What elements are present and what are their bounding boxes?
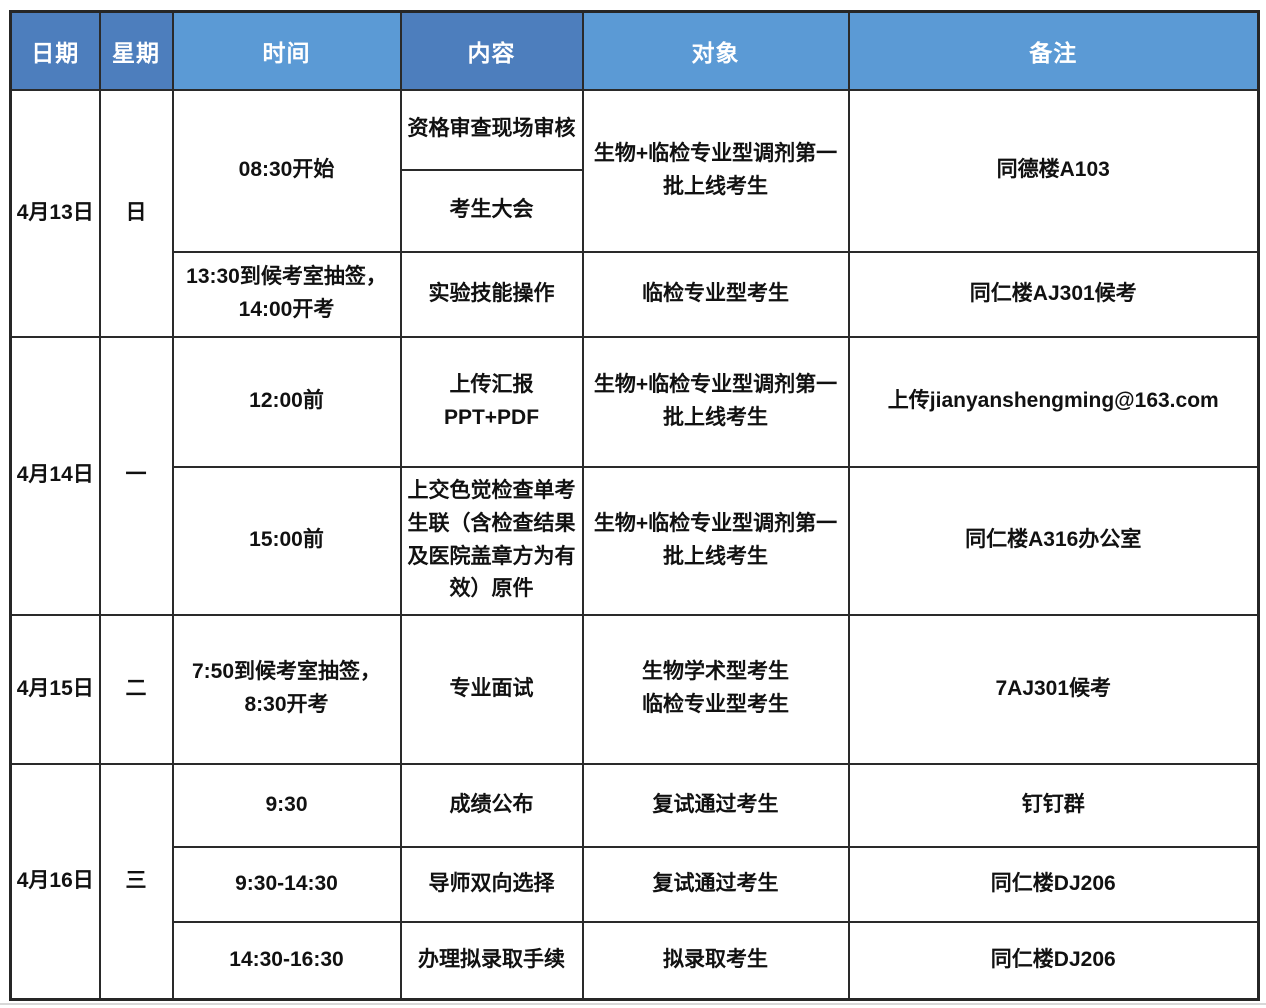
cell-content: 考生大会: [399, 168, 584, 253]
cell-time: 9:30-14:30: [171, 845, 402, 923]
cell-remark: 钉钉群: [847, 762, 1260, 848]
cell-content: 实验技能操作: [399, 250, 584, 338]
cell-time: 14:30-16:30: [171, 920, 402, 1001]
cell-time: 15:00前: [171, 465, 402, 616]
cell-date: 4月15日: [9, 613, 101, 765]
header-remark: 备注: [847, 10, 1260, 91]
cell-time: 9:30: [171, 762, 402, 848]
cell-target: 生物+临检专业型调剂第一 批上线考生: [581, 335, 850, 468]
header-date: 日期: [9, 10, 101, 91]
table-row: 9:30-14:30 导师双向选择 复试通过考生 同仁楼DJ206: [11, 845, 1260, 923]
header-target: 对象: [581, 10, 850, 91]
cell-date: 4月13日: [9, 88, 101, 338]
cell-content: 上交色觉检查单考 生联（含检查结果 及医院盖章方为有 效）原件: [399, 465, 584, 616]
table-row: 考生大会: [11, 168, 1259, 253]
cell-target: 复试通过考生: [581, 762, 850, 848]
cell-remark: 同仁楼AJ301候考: [847, 250, 1260, 338]
cell-target: 复试通过考生: [581, 845, 850, 923]
cell-time: 08:30开始: [171, 88, 402, 253]
cell-content: 专业面试: [399, 613, 584, 765]
cell-remark: 同德楼A103: [847, 88, 1260, 253]
cell-remark: 上传jianyanshengming@163.com: [847, 335, 1260, 468]
cell-weekday: 日: [98, 88, 174, 338]
cell-target: 生物学术型考生 临检专业型考生: [581, 613, 850, 765]
table-row: 4月16日 三 9:30 成绩公布 复试通过考生 钉钉群: [9, 762, 1260, 1001]
cell-content: 上传汇报 PPT+PDF: [399, 335, 584, 468]
cell-remark: 同仁楼DJ206: [847, 920, 1260, 1001]
table-row: 4月13日 日 08:30开始 资格审查现场审核 生物+临检专业型调剂第一 批上…: [9, 88, 1260, 338]
table-row: 14:30-16:30 办理拟录取手续 拟录取考生 同仁楼DJ206: [11, 920, 1260, 1001]
cell-date: 4月16日: [9, 762, 101, 1001]
cell-remark: 同仁楼DJ206: [847, 845, 1260, 923]
table-row: 4月14日 一 12:00前 上传汇报 PPT+PDF 生物+临检专业型调剂第一…: [9, 335, 1260, 616]
page-bottom-divider: [0, 1003, 1266, 1005]
cell-time: 12:00前: [171, 335, 402, 468]
table-row: 15:00前 上交色觉检查单考 生联（含检查结果 及医院盖章方为有 效）原件 生…: [11, 465, 1260, 616]
cell-target: 临检专业型考生: [581, 250, 850, 338]
cell-target: 生物+临检专业型调剂第一 批上线考生: [581, 465, 850, 616]
cell-time: 13:30到候考室抽签， 14:00开考: [171, 250, 402, 338]
cell-time: 7:50到候考室抽签， 8:30开考: [171, 613, 402, 765]
header-content: 内容: [399, 10, 584, 91]
cell-remark: 同仁楼A316办公室: [847, 465, 1260, 616]
cell-weekday: 二: [98, 613, 174, 765]
exam-schedule-table: 日期 星期 时间 内容 对象 备注 4月13日 日 08:30开始 资格审查现场…: [9, 10, 1260, 1001]
cell-date: 4月14日: [9, 335, 101, 616]
header-weekday: 星期: [98, 10, 174, 91]
cell-weekday: 一: [98, 335, 174, 616]
cell-target: 生物+临检专业型调剂第一 批上线考生: [581, 88, 850, 253]
table-row: 4月15日 二 7:50到候考室抽签， 8:30开考 专业面试 生物学术型考生 …: [9, 613, 1260, 765]
cell-content: 办理拟录取手续: [399, 920, 584, 1001]
cell-target: 拟录取考生: [581, 920, 850, 1001]
cell-content: 导师双向选择: [399, 845, 584, 923]
header-row: 日期 星期 时间 内容 对象 备注: [9, 10, 1260, 91]
cell-weekday: 三: [98, 762, 174, 1001]
schedule-page: 日期 星期 时间 内容 对象 备注 4月13日 日 08:30开始 资格审查现场…: [9, 10, 1260, 1001]
table-row: 13:30到候考室抽签， 14:00开考 实验技能操作 临检专业型考生 同仁楼A…: [11, 250, 1260, 338]
cell-content: 资格审查现场审核: [399, 88, 584, 171]
cell-remark: 7AJ301候考: [847, 613, 1260, 765]
header-time: 时间: [171, 10, 402, 91]
cell-content: 成绩公布: [399, 762, 584, 848]
